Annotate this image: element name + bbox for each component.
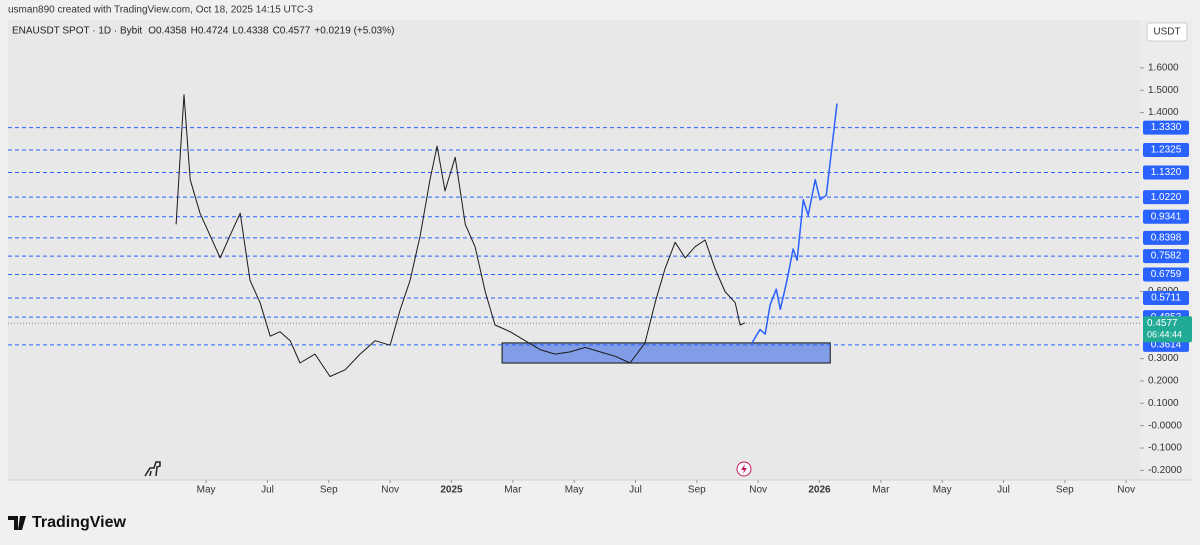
- level-label-box: [1143, 143, 1189, 158]
- level-label-box: [1143, 165, 1189, 180]
- y-tick-label: 0.1000: [1148, 398, 1179, 409]
- x-tick-label: Jul: [997, 485, 1010, 496]
- currency-label[interactable]: USDT: [1153, 27, 1180, 38]
- brand-logo-dot: [19, 516, 25, 522]
- countdown: 06:44:44: [1147, 330, 1182, 340]
- y-tick-label: 0.2000: [1148, 376, 1179, 387]
- y-tick-label: 1.5000: [1148, 85, 1179, 96]
- level-label: 0.3614: [1151, 339, 1182, 350]
- y-tick-label: -0.0000: [1148, 420, 1182, 431]
- price-line: [175, 94, 746, 377]
- level-label: 0.7582: [1151, 251, 1182, 262]
- x-tick-label: Jul: [629, 485, 642, 496]
- x-tick-label: Jul: [261, 485, 274, 496]
- level-label: 0.5711: [1151, 293, 1181, 304]
- x-tick-label: May: [197, 485, 216, 496]
- x-tick-label: Mar: [872, 485, 890, 496]
- level-label-box: [1143, 190, 1189, 205]
- y-tick-label: 1.4000: [1148, 107, 1179, 118]
- x-tick-label: Nov: [1117, 485, 1135, 496]
- brand-name: TradingView: [32, 514, 127, 531]
- currency-button[interactable]: [1146, 22, 1188, 42]
- last-price-label: 0.4577: [1147, 318, 1178, 329]
- brand: TradingView: [8, 514, 127, 531]
- level-label-box: [1143, 290, 1189, 305]
- x-tick-label: Nov: [381, 485, 399, 496]
- last-price-box: [1143, 316, 1192, 343]
- symbol-title: ENAUSDT SPOT · 1D · Bybit: [12, 26, 142, 37]
- level-label: 0.6759: [1151, 269, 1182, 280]
- x-tick-label: Sep: [1056, 485, 1074, 496]
- ohlc-value: +0.0219 (+5.03%): [314, 26, 394, 37]
- level-label-box: [1143, 249, 1189, 264]
- level-label: 0.8398: [1151, 232, 1182, 243]
- level-label-box: [1143, 209, 1189, 224]
- logo-icon: [144, 461, 161, 477]
- plot-area: [8, 20, 1140, 480]
- ohlc-value: O0.4358: [148, 26, 187, 37]
- level-label-box: [1143, 267, 1189, 282]
- x-tick-label: Nov: [749, 485, 767, 496]
- level-label: 1.1320: [1151, 167, 1182, 178]
- ohlc-value: L0.4338: [232, 26, 269, 37]
- x-tick-label: Sep: [688, 485, 706, 496]
- level-label: 1.3330: [1151, 122, 1182, 133]
- level-label: 1.0220: [1151, 192, 1182, 203]
- y-tick-label: -0.1000: [1148, 443, 1182, 454]
- event-bolt: [741, 464, 747, 474]
- level-label-box: [1143, 120, 1189, 135]
- projection-line: [751, 103, 838, 344]
- x-tick-label: 2025: [440, 485, 463, 496]
- x-tick-label: May: [565, 485, 584, 496]
- x-tick-label: 2026: [808, 485, 831, 496]
- ohlc-value: H0.4724: [191, 26, 229, 37]
- level-label-box: [1143, 230, 1189, 245]
- level-label: 1.2325: [1151, 145, 1182, 156]
- ohlc-value: C0.4577: [273, 26, 311, 37]
- level-label: 0.9341: [1151, 211, 1182, 222]
- y-tick-label: 1.6000: [1148, 62, 1179, 73]
- x-tick-label: Sep: [320, 485, 338, 496]
- x-tick-label: May: [933, 485, 952, 496]
- y-tick-label: 0.3000: [1148, 353, 1179, 364]
- y-tick-label: -0.2000: [1148, 465, 1182, 476]
- header: usman890 created with TradingView.com, O…: [8, 5, 313, 16]
- x-tick-label: Mar: [504, 485, 522, 496]
